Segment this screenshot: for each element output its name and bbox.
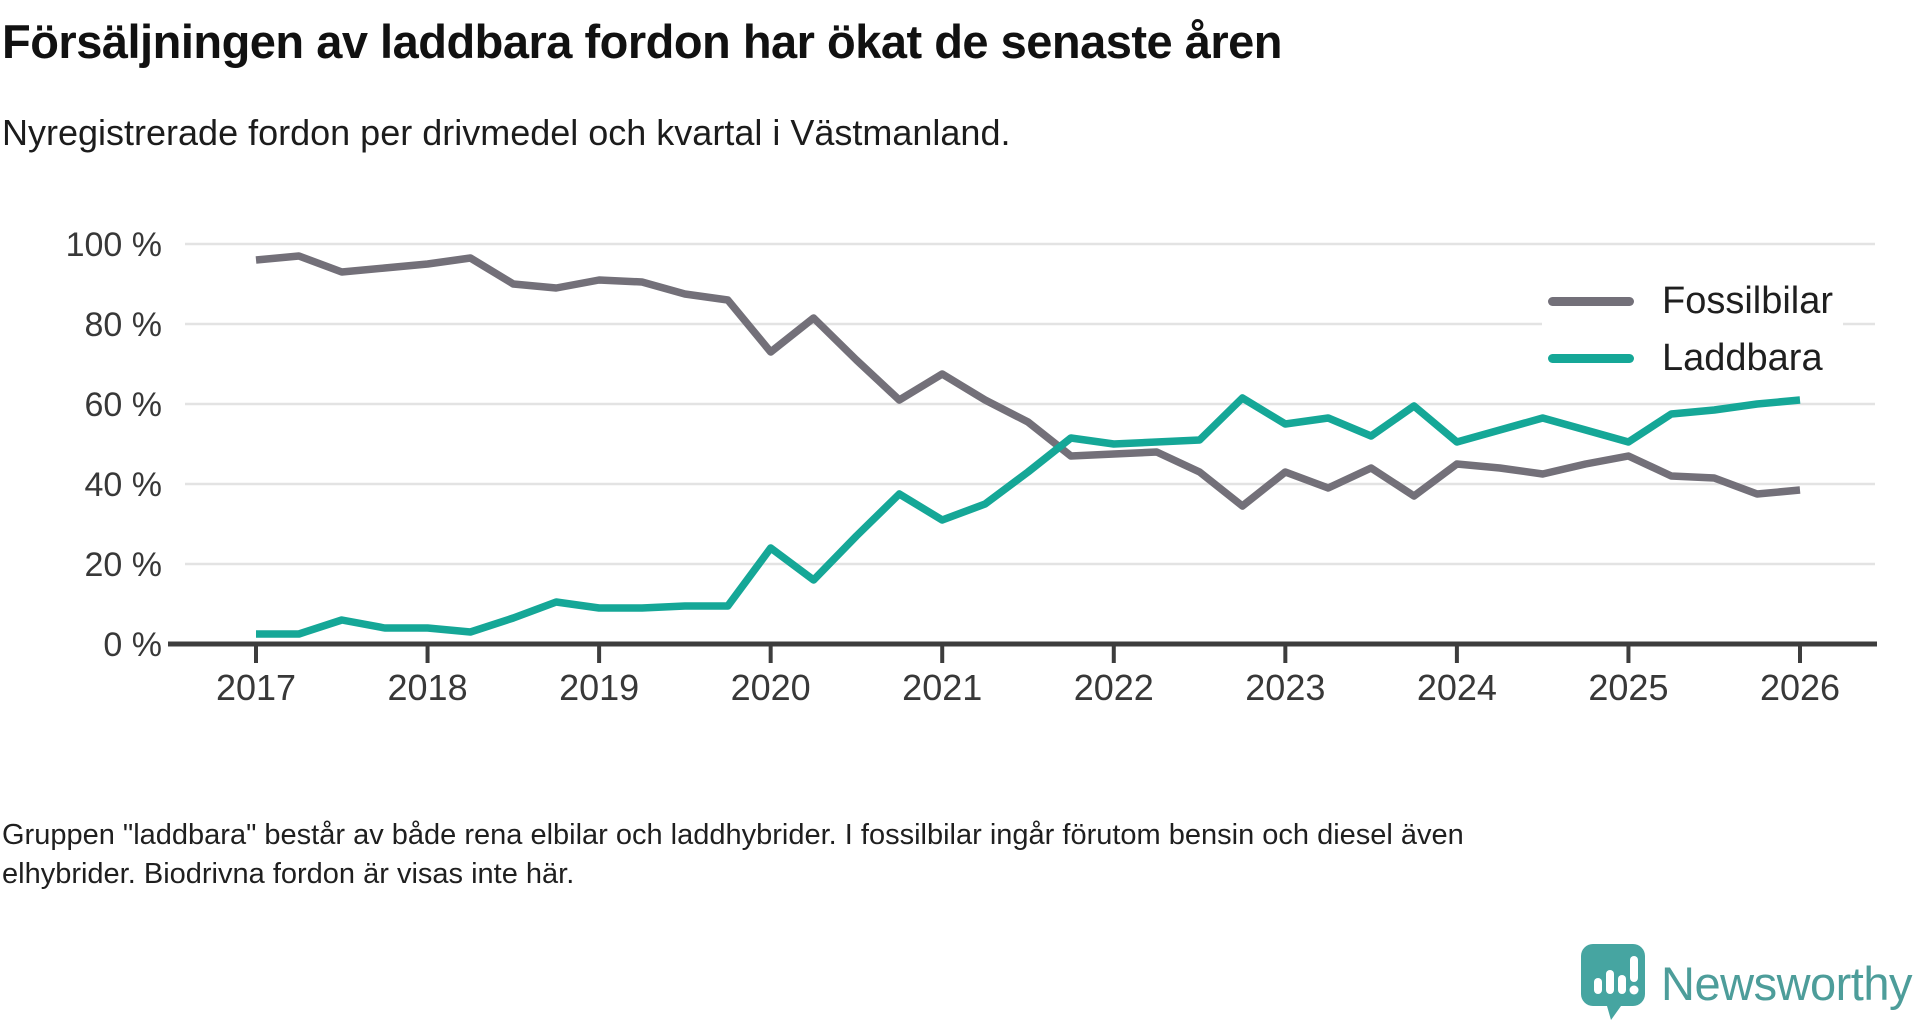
svg-text:20 %: 20 % [85,546,163,584]
legend-item-fossilbilar: Fossilbilar [1548,278,1833,324]
brand-name: Newsworthy [1661,956,1912,1010]
svg-text:2026: 2026 [1760,667,1840,708]
footnote-line1: Gruppen "laddbara" består av både rena e… [2,819,1464,851]
svg-text:0 %: 0 % [103,626,162,664]
chart-footnote: Gruppen "laddbara" består av både rena e… [2,816,1502,894]
svg-text:2018: 2018 [388,667,468,708]
svg-text:60 %: 60 % [85,386,163,424]
svg-text:2024: 2024 [1417,667,1497,708]
laddbara-swatch-icon [1548,353,1634,363]
svg-text:100 %: 100 % [66,226,162,264]
fossilbilar-swatch-icon [1548,296,1634,306]
svg-text:80 %: 80 % [85,306,163,344]
page-title: Försäljningen av laddbara fordon har öka… [2,15,1283,68]
legend-label-laddbara: Laddbara [1662,336,1823,379]
svg-text:2019: 2019 [559,667,639,708]
svg-text:40 %: 40 % [85,466,163,504]
svg-text:2021: 2021 [902,667,982,708]
newsworthy-logo: Newsworthy [1579,942,1912,1024]
newsworthy-logo-icon [1581,944,1646,1020]
chart-subtitle: Nyregistrerade fordon per drivmedel och … [2,112,1011,153]
svg-text:2020: 2020 [731,667,811,708]
chart-legend: Fossilbilar Laddbara [1542,272,1844,391]
svg-text:2025: 2025 [1588,667,1668,708]
svg-text:2022: 2022 [1074,667,1154,708]
footnote-line2: elhybrider. Biodrivna fordon är visas in… [2,858,575,890]
legend-item-laddbara: Laddbara [1548,335,1833,381]
legend-label-fossilbilar: Fossilbilar [1662,279,1834,322]
svg-text:2023: 2023 [1245,667,1325,708]
svg-text:2017: 2017 [216,667,296,708]
